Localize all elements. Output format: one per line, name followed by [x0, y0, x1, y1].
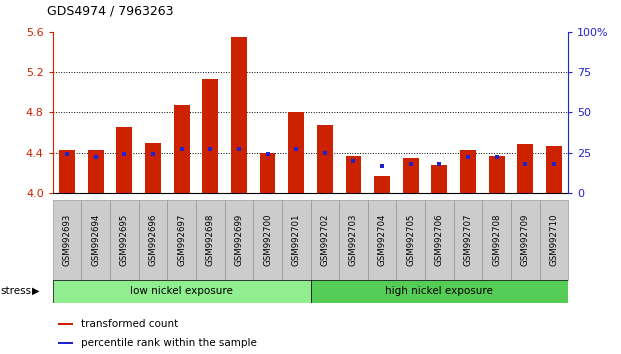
Bar: [432, 165, 447, 193]
Text: GSM992709: GSM992709: [521, 213, 530, 266]
Text: percentile rank within the sample: percentile rank within the sample: [81, 338, 257, 348]
FancyBboxPatch shape: [196, 200, 225, 280]
Bar: [145, 143, 161, 193]
Bar: [374, 176, 390, 193]
FancyBboxPatch shape: [310, 200, 339, 280]
FancyBboxPatch shape: [138, 200, 167, 280]
Text: GSM992708: GSM992708: [492, 213, 501, 266]
Text: GSM992698: GSM992698: [206, 213, 215, 266]
Text: ▶: ▶: [32, 286, 40, 296]
FancyBboxPatch shape: [253, 200, 282, 280]
Text: GSM992710: GSM992710: [550, 213, 558, 266]
FancyBboxPatch shape: [425, 200, 454, 280]
Bar: [174, 105, 189, 193]
Text: GSM992705: GSM992705: [406, 213, 415, 266]
FancyBboxPatch shape: [368, 200, 396, 280]
FancyBboxPatch shape: [110, 200, 138, 280]
Text: GSM992694: GSM992694: [91, 213, 100, 266]
Bar: [288, 113, 304, 193]
Bar: [202, 79, 218, 193]
Bar: [546, 145, 562, 193]
Bar: [59, 150, 75, 193]
Text: GSM992700: GSM992700: [263, 213, 272, 266]
Text: GSM992693: GSM992693: [63, 213, 71, 266]
Bar: [517, 144, 533, 193]
Bar: [58, 323, 73, 325]
Text: low nickel exposure: low nickel exposure: [130, 286, 233, 296]
Text: GSM992704: GSM992704: [378, 213, 387, 266]
Text: GSM992699: GSM992699: [234, 214, 243, 266]
Bar: [117, 127, 132, 193]
Bar: [260, 153, 276, 193]
FancyBboxPatch shape: [454, 200, 483, 280]
FancyBboxPatch shape: [540, 200, 568, 280]
Bar: [317, 125, 333, 193]
Bar: [231, 37, 247, 193]
Bar: [403, 158, 419, 193]
FancyBboxPatch shape: [339, 200, 368, 280]
Bar: [460, 150, 476, 193]
FancyBboxPatch shape: [225, 200, 253, 280]
Bar: [58, 342, 73, 344]
Text: GSM992701: GSM992701: [292, 213, 301, 266]
FancyBboxPatch shape: [483, 200, 511, 280]
Text: GSM992697: GSM992697: [177, 213, 186, 266]
FancyBboxPatch shape: [511, 200, 540, 280]
Text: GSM992695: GSM992695: [120, 213, 129, 266]
FancyBboxPatch shape: [282, 200, 310, 280]
Text: transformed count: transformed count: [81, 319, 178, 329]
FancyBboxPatch shape: [53, 200, 81, 280]
Bar: [489, 156, 504, 193]
Bar: [345, 156, 361, 193]
FancyBboxPatch shape: [53, 280, 310, 303]
Text: GSM992703: GSM992703: [349, 213, 358, 266]
Text: stress: stress: [1, 286, 32, 296]
Bar: [88, 150, 104, 193]
Text: GSM992702: GSM992702: [320, 213, 329, 266]
Text: GDS4974 / 7963263: GDS4974 / 7963263: [47, 5, 173, 18]
Text: high nickel exposure: high nickel exposure: [386, 286, 493, 296]
Text: GSM992706: GSM992706: [435, 213, 444, 266]
FancyBboxPatch shape: [81, 200, 110, 280]
FancyBboxPatch shape: [396, 200, 425, 280]
Text: GSM992707: GSM992707: [463, 213, 473, 266]
FancyBboxPatch shape: [167, 200, 196, 280]
FancyBboxPatch shape: [310, 280, 568, 303]
Text: GSM992696: GSM992696: [148, 213, 158, 266]
